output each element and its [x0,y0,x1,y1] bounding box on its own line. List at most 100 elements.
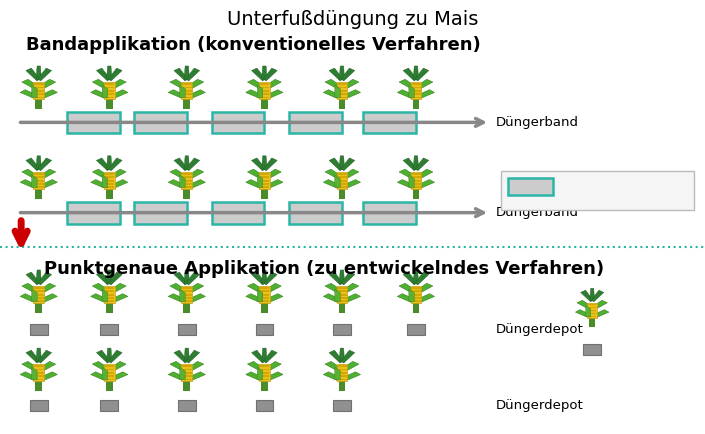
Bar [411,86,421,89]
Bar [337,294,347,296]
Bar [337,183,347,185]
Bar [33,286,44,302]
Polygon shape [36,270,42,284]
Bar [336,364,348,381]
Polygon shape [325,79,343,90]
Bar [411,93,421,95]
Bar [261,380,268,391]
Polygon shape [398,294,417,304]
Polygon shape [409,289,415,302]
Bar [34,287,44,289]
Bar [34,378,44,381]
Polygon shape [586,306,591,317]
Polygon shape [174,68,188,81]
Bar [411,90,421,92]
Bar [182,297,192,299]
Bar [67,202,120,224]
Bar [259,297,269,299]
Bar [333,400,350,411]
Polygon shape [174,350,188,363]
Polygon shape [264,158,277,171]
Polygon shape [186,68,200,81]
Polygon shape [36,66,42,80]
Bar [411,176,421,178]
Polygon shape [325,169,343,180]
Bar [410,286,422,302]
Polygon shape [180,368,185,380]
Bar [35,380,42,391]
Bar [182,173,192,175]
Polygon shape [341,350,355,363]
Polygon shape [168,372,188,382]
Bar [410,172,422,188]
Bar [35,187,42,199]
Polygon shape [398,180,417,190]
Bar [34,368,44,371]
Polygon shape [264,350,277,363]
Bar [259,375,269,377]
Polygon shape [36,156,42,170]
Polygon shape [109,68,122,81]
Polygon shape [36,348,42,362]
Polygon shape [22,283,40,294]
Polygon shape [26,68,39,81]
Polygon shape [252,158,265,171]
Bar [182,287,192,289]
Bar [256,325,274,335]
Bar [337,375,347,377]
Polygon shape [37,169,56,180]
Bar [67,112,120,133]
Bar [407,325,424,335]
Bar [183,187,190,199]
Polygon shape [415,272,429,285]
Polygon shape [186,350,200,363]
Polygon shape [257,289,263,302]
Polygon shape [37,362,56,372]
Polygon shape [403,158,417,171]
Bar [588,310,596,312]
Bar [34,83,44,85]
Polygon shape [415,169,433,180]
Bar [182,176,192,178]
Polygon shape [174,272,188,285]
Polygon shape [341,90,360,100]
Bar [33,82,44,99]
Bar [34,372,44,374]
Polygon shape [26,272,39,285]
Bar [259,290,269,293]
Polygon shape [415,294,434,304]
Bar [501,171,694,210]
Polygon shape [109,350,122,363]
Polygon shape [185,79,204,90]
Bar [338,302,345,313]
Polygon shape [403,272,417,285]
Polygon shape [170,169,188,180]
Bar [33,364,44,381]
Bar [178,400,196,411]
Bar [411,186,421,188]
Bar [104,372,114,374]
Bar [182,86,192,89]
Polygon shape [102,368,108,380]
Polygon shape [341,362,359,372]
Bar [411,83,421,85]
Polygon shape [263,362,281,372]
Polygon shape [170,283,188,294]
Polygon shape [108,180,128,190]
Polygon shape [97,158,110,171]
Bar [104,172,115,188]
Bar [182,290,192,293]
Bar [183,98,190,109]
Polygon shape [341,372,360,382]
Polygon shape [262,156,267,170]
Polygon shape [108,294,128,304]
Polygon shape [262,348,267,362]
Bar [412,302,419,313]
Polygon shape [575,310,594,319]
Polygon shape [252,350,265,363]
Polygon shape [185,283,204,294]
Bar [337,176,347,178]
Bar [183,380,190,391]
Polygon shape [108,283,126,294]
Bar [411,96,421,99]
